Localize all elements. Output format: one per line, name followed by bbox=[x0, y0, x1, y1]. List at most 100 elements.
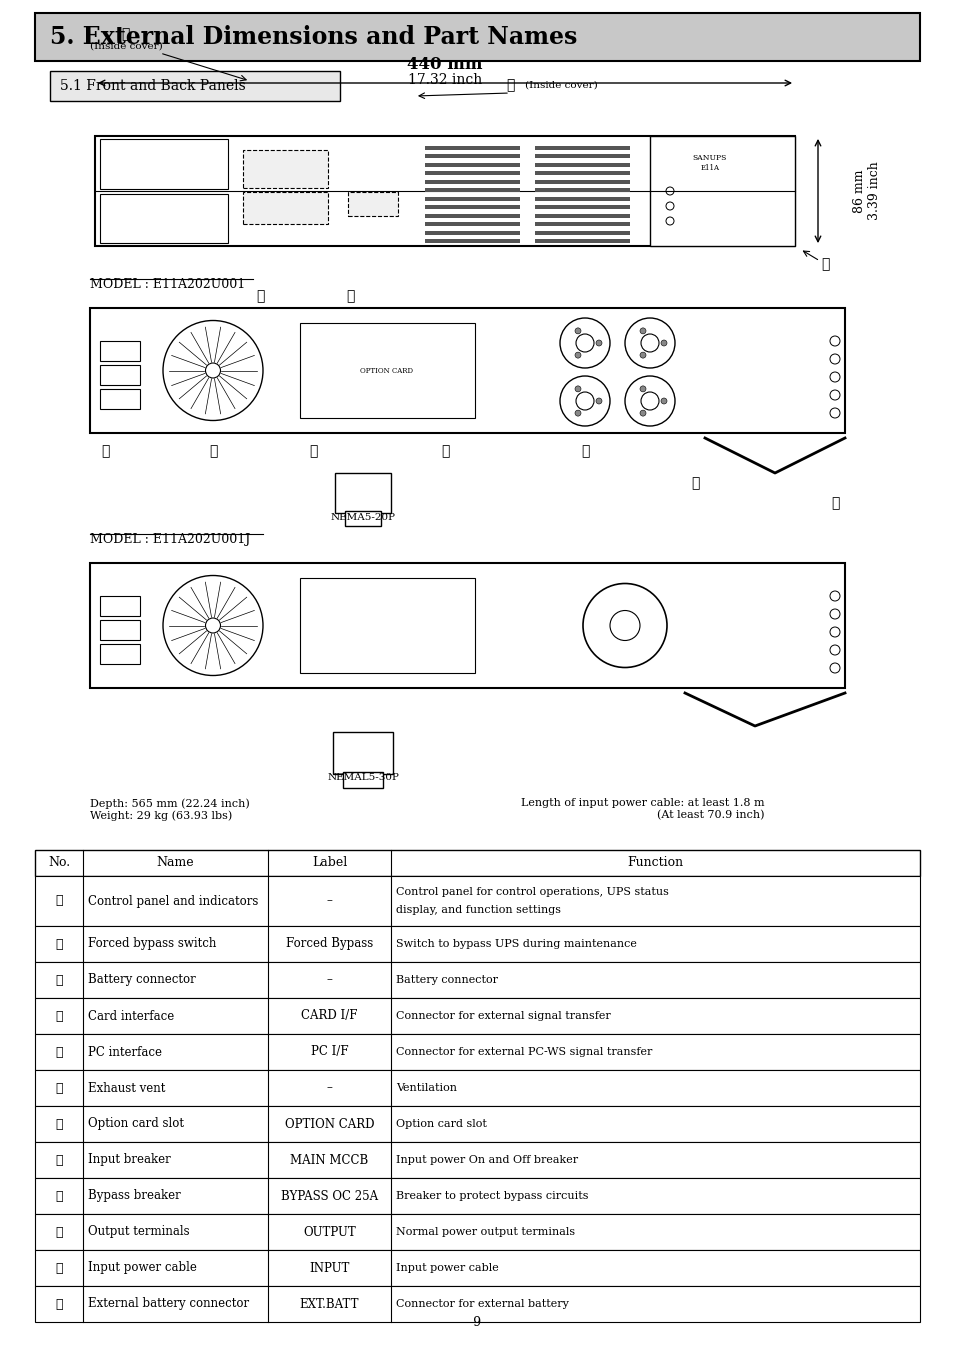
Text: Name: Name bbox=[156, 857, 194, 870]
Text: OPTION CARD: OPTION CARD bbox=[360, 367, 413, 376]
Circle shape bbox=[163, 320, 263, 420]
Text: 5. External Dimensions and Part Names: 5. External Dimensions and Part Names bbox=[50, 26, 577, 49]
Text: ⑩: ⑩ bbox=[55, 1225, 63, 1239]
Bar bbox=[100, 195, 228, 243]
Bar bbox=[100, 389, 140, 409]
Bar bbox=[35, 1178, 919, 1215]
Text: Input power cable: Input power cable bbox=[395, 1263, 498, 1273]
Bar bbox=[343, 771, 382, 788]
Text: ⑪: ⑪ bbox=[55, 1262, 63, 1274]
Circle shape bbox=[624, 376, 675, 426]
Bar bbox=[535, 231, 629, 235]
Text: Bypass breaker: Bypass breaker bbox=[88, 1189, 180, 1202]
Text: ⑫: ⑫ bbox=[55, 1297, 63, 1310]
Text: MODEL : E11A202U001: MODEL : E11A202U001 bbox=[90, 278, 245, 290]
Circle shape bbox=[660, 340, 666, 346]
Text: Input power cable: Input power cable bbox=[88, 1262, 196, 1274]
Text: (Inside cover): (Inside cover) bbox=[90, 42, 163, 50]
Text: ①: ① bbox=[55, 894, 63, 908]
Bar bbox=[424, 196, 519, 200]
Bar bbox=[333, 732, 393, 774]
Circle shape bbox=[582, 584, 666, 667]
Text: 5.1 Front and Back Panels: 5.1 Front and Back Panels bbox=[60, 78, 246, 93]
Bar bbox=[424, 162, 519, 166]
Text: Card interface: Card interface bbox=[88, 1009, 174, 1023]
Bar bbox=[35, 1106, 919, 1142]
Circle shape bbox=[624, 317, 675, 367]
Bar bbox=[100, 644, 140, 663]
Bar bbox=[35, 1034, 919, 1070]
Bar bbox=[424, 231, 519, 235]
Bar bbox=[424, 188, 519, 192]
Text: ③: ③ bbox=[55, 974, 63, 986]
Bar bbox=[535, 213, 629, 218]
Text: Battery connector: Battery connector bbox=[395, 975, 497, 985]
Bar bbox=[35, 1250, 919, 1286]
Text: Output terminals: Output terminals bbox=[88, 1225, 190, 1239]
Circle shape bbox=[829, 590, 840, 601]
Text: ④: ④ bbox=[101, 444, 109, 458]
Bar bbox=[100, 340, 140, 361]
Text: Control panel for control operations, UPS status: Control panel for control operations, UP… bbox=[395, 888, 668, 897]
Circle shape bbox=[575, 328, 580, 334]
Bar bbox=[535, 239, 629, 243]
Circle shape bbox=[639, 353, 645, 358]
Bar bbox=[424, 205, 519, 209]
Text: No.: No. bbox=[48, 857, 70, 870]
Circle shape bbox=[660, 399, 666, 404]
Circle shape bbox=[559, 376, 609, 426]
Circle shape bbox=[596, 340, 601, 346]
Text: PC interface: PC interface bbox=[88, 1046, 162, 1058]
Text: ⑪: ⑪ bbox=[830, 496, 839, 509]
Circle shape bbox=[205, 363, 220, 378]
Circle shape bbox=[596, 399, 601, 404]
Bar bbox=[345, 511, 380, 526]
Text: Label: Label bbox=[312, 857, 347, 870]
Text: –: – bbox=[326, 974, 332, 986]
Text: Input breaker: Input breaker bbox=[88, 1154, 171, 1166]
Circle shape bbox=[205, 617, 220, 634]
Text: ④: ④ bbox=[55, 1009, 63, 1023]
Bar bbox=[299, 578, 475, 673]
Text: ⑥: ⑥ bbox=[209, 444, 217, 458]
Text: INPUT: INPUT bbox=[309, 1262, 350, 1274]
Text: ③: ③ bbox=[121, 27, 129, 41]
Bar bbox=[335, 473, 391, 513]
Circle shape bbox=[665, 218, 673, 226]
Bar bbox=[424, 180, 519, 184]
Text: Connector for external battery: Connector for external battery bbox=[395, 1300, 568, 1309]
Text: PC I/F: PC I/F bbox=[311, 1046, 348, 1058]
Bar bbox=[35, 14, 919, 61]
Bar bbox=[243, 150, 328, 188]
Circle shape bbox=[665, 203, 673, 209]
Circle shape bbox=[829, 663, 840, 673]
Bar bbox=[100, 365, 140, 385]
Bar bbox=[90, 308, 844, 434]
Text: –: – bbox=[326, 1082, 332, 1094]
Circle shape bbox=[640, 392, 659, 409]
Circle shape bbox=[639, 411, 645, 416]
Text: MAIN MCCB: MAIN MCCB bbox=[290, 1154, 368, 1166]
Text: – 9 –: – 9 – bbox=[462, 1316, 491, 1329]
Text: ②: ② bbox=[505, 78, 514, 92]
Bar bbox=[35, 962, 919, 998]
Bar bbox=[90, 563, 844, 688]
Circle shape bbox=[575, 386, 580, 392]
Bar bbox=[424, 239, 519, 243]
Bar bbox=[535, 146, 629, 150]
Text: Option card slot: Option card slot bbox=[395, 1119, 486, 1129]
Bar bbox=[424, 146, 519, 150]
Circle shape bbox=[576, 334, 594, 353]
Bar bbox=[35, 1215, 919, 1250]
Bar bbox=[424, 154, 519, 158]
Circle shape bbox=[640, 334, 659, 353]
Bar bbox=[535, 162, 629, 166]
Text: ②: ② bbox=[55, 938, 63, 951]
Bar bbox=[348, 192, 397, 216]
Bar bbox=[50, 72, 339, 101]
Text: 3.39 inch: 3.39 inch bbox=[867, 162, 881, 220]
Circle shape bbox=[829, 390, 840, 400]
Text: Switch to bypass UPS during maintenance: Switch to bypass UPS during maintenance bbox=[395, 939, 637, 948]
Text: ⑥: ⑥ bbox=[55, 1082, 63, 1094]
Text: 86 mm: 86 mm bbox=[853, 169, 865, 212]
